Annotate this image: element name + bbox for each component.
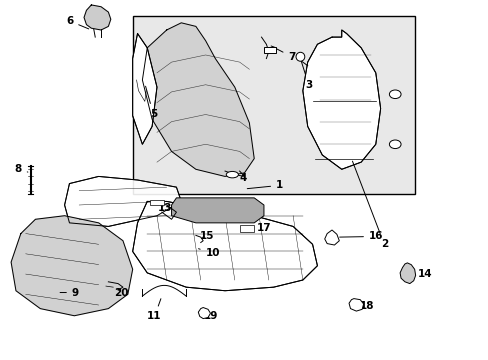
Polygon shape (198, 307, 210, 319)
Polygon shape (324, 230, 339, 245)
Text: 3: 3 (301, 61, 312, 90)
Text: 18: 18 (356, 301, 374, 311)
Ellipse shape (226, 171, 238, 178)
FancyBboxPatch shape (132, 16, 414, 194)
Text: 12: 12 (237, 202, 260, 212)
Bar (239, 225, 254, 232)
Polygon shape (84, 5, 111, 30)
Text: 5: 5 (145, 86, 157, 119)
Text: 1: 1 (247, 180, 283, 190)
Circle shape (388, 90, 400, 99)
Bar (264, 47, 276, 53)
Text: 2: 2 (352, 161, 387, 249)
Text: 16: 16 (339, 231, 383, 242)
Bar (149, 200, 164, 205)
Text: 7: 7 (273, 47, 295, 62)
Text: 14: 14 (409, 269, 431, 279)
Text: 4: 4 (232, 173, 246, 183)
Text: 6: 6 (66, 16, 89, 29)
Ellipse shape (295, 52, 304, 61)
Polygon shape (348, 298, 363, 311)
Polygon shape (64, 176, 181, 226)
Polygon shape (132, 33, 157, 144)
Text: 13: 13 (158, 203, 172, 213)
Polygon shape (399, 263, 415, 284)
Polygon shape (302, 30, 380, 169)
Text: 9: 9 (60, 288, 79, 297)
Polygon shape (142, 23, 254, 176)
Polygon shape (11, 216, 132, 316)
Text: 10: 10 (198, 248, 220, 258)
Text: 11: 11 (147, 299, 162, 321)
Text: 8: 8 (15, 164, 28, 174)
Polygon shape (171, 198, 264, 223)
Text: 15: 15 (200, 231, 214, 242)
Text: 17: 17 (249, 223, 271, 233)
Text: 20: 20 (114, 288, 128, 297)
Circle shape (388, 140, 400, 149)
Polygon shape (132, 202, 317, 291)
Text: 19: 19 (203, 311, 218, 321)
